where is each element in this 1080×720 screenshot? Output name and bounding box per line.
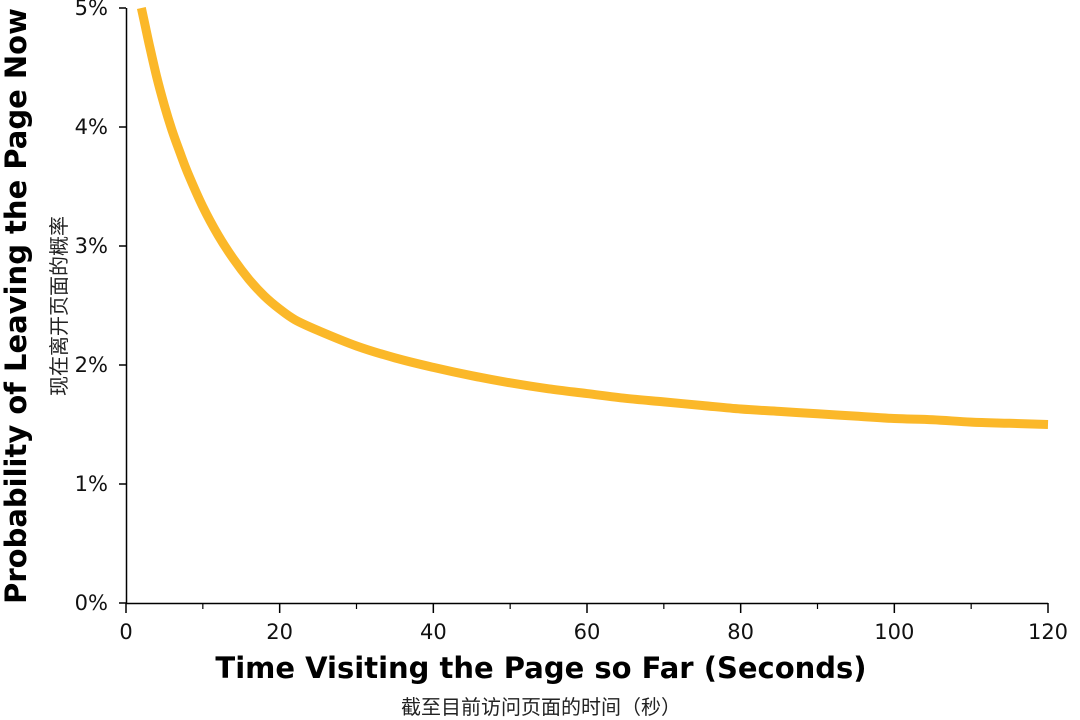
y-ticks: 0% 1% 2% 3% 4% 5%: [75, 0, 126, 615]
x-tick-label: 80: [727, 620, 754, 644]
y-tick-label: 3%: [75, 234, 108, 258]
y-tick-label: 5%: [75, 0, 108, 20]
y-axis-subtitle: 现在离开页面的概率: [47, 216, 71, 396]
x-tick-label: 0: [119, 620, 132, 644]
x-ticks: 0 20 40 60 80 100 120: [119, 603, 1068, 644]
series-layer: [136, 7, 1049, 429]
y-tick-label: 2%: [75, 353, 108, 377]
y-tick-label: 1%: [75, 472, 108, 496]
x-tick-label: 40: [420, 620, 447, 644]
y-tick-label: 4%: [75, 115, 108, 139]
series-line: [136, 7, 1049, 429]
x-tick-label: 20: [266, 620, 293, 644]
y-tick-label: 0%: [75, 591, 108, 615]
x-tick-label: 60: [574, 620, 601, 644]
plot-area: 0% 1% 2% 3% 4% 5% 0 20 40 60 80 100 120: [75, 0, 1068, 644]
x-tick-label: 120: [1028, 620, 1068, 644]
x-axis-subtitle: 截至目前访问页面的时间（秒）: [401, 695, 681, 719]
x-tick-label: 100: [874, 620, 914, 644]
x-axis-title: Time Visiting the Page so Far (Seconds): [215, 651, 866, 685]
y-axis-title: Probability of Leaving the Page Now: [0, 8, 33, 604]
